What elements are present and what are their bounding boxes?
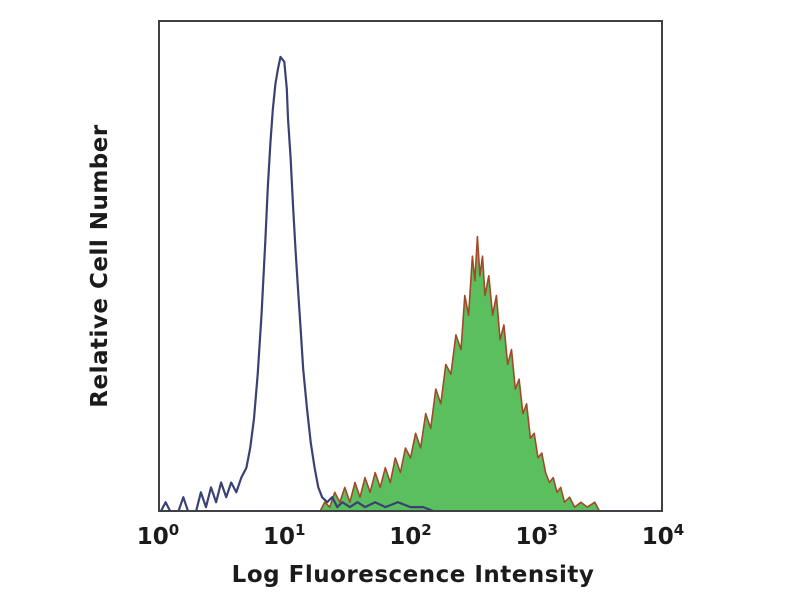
x-tick-exponent: 4 (673, 521, 685, 539)
flow-histogram-plot (158, 20, 663, 512)
x-tick-label-10e3: 103 (515, 521, 558, 551)
y-axis-label-text: Relative Cell Number (87, 124, 113, 408)
x-tick-label-10e1: 101 (263, 521, 306, 551)
x-tick-base: 10 (136, 524, 169, 550)
x-tick-base: 10 (389, 524, 422, 550)
x-tick-label-10e0: 100 (136, 521, 180, 551)
x-axis-label: Log Fluorescence Intensity (231, 562, 595, 588)
x-tick-base: 10 (263, 524, 296, 550)
series-negative-control (159, 55, 437, 512)
x-tick-base: 10 (515, 524, 548, 550)
series-stained-sample (318, 235, 601, 512)
plot-frame (158, 20, 663, 512)
x-tick-exponent: 2 (421, 521, 432, 539)
x-tick-label-10e2: 102 (389, 521, 432, 551)
x-tick-exponent: 3 (547, 521, 558, 539)
x-tick-exponent: 0 (168, 521, 180, 539)
x-tick-base: 10 (641, 524, 674, 550)
x-tick-label-10e4: 104 (641, 521, 685, 551)
plot-area (158, 20, 663, 512)
x-tick-exponent: 1 (295, 521, 306, 539)
